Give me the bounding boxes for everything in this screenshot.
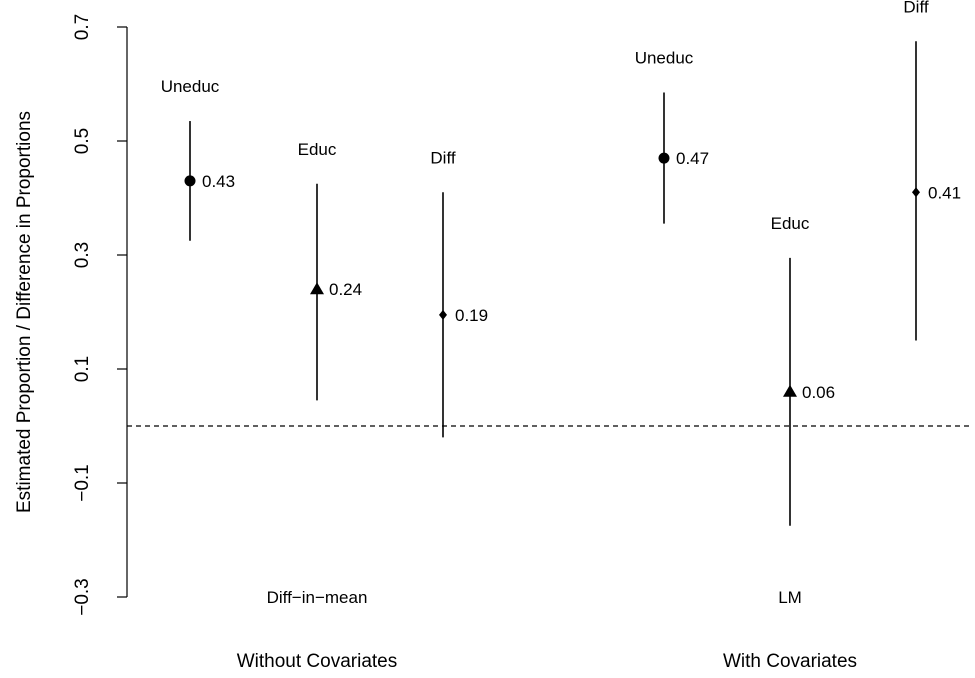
- estimate-educ: Educ 0.24: [298, 140, 362, 401]
- estimate-diff: Diff 0.41: [903, 0, 961, 341]
- plot-area: Uneduc 0.43 Educ 0.24 Diff 0.19 Uneduc 0.47 Educ…: [161, 0, 961, 526]
- y-tick-label: 0.1: [72, 356, 93, 382]
- point-value-label: 0.47: [676, 149, 709, 168]
- point-name-label: Uneduc: [161, 77, 220, 96]
- point-name-label: Diff: [430, 148, 455, 167]
- estimate-educ: Educ 0.06: [771, 214, 835, 526]
- diamond-marker: [439, 309, 447, 320]
- estimate-uneduc: Uneduc 0.43: [161, 77, 235, 241]
- point-value-label: 0.41: [928, 183, 961, 202]
- y-tick-label: 0.5: [72, 128, 93, 154]
- circle-marker: [658, 152, 670, 164]
- group-label: Without Covariates: [237, 651, 398, 672]
- point-value-label: 0.43: [202, 172, 235, 191]
- point-value-label: 0.06: [802, 383, 835, 402]
- triangle-marker: [310, 282, 324, 295]
- estimate-uneduc: Uneduc 0.47: [635, 49, 709, 224]
- y-axis: −0.3 −0.1 0.1 0.3 0.5 0.7: [72, 14, 128, 616]
- diamond-marker: [912, 187, 920, 198]
- point-name-label: Educ: [771, 214, 810, 233]
- point-value-label: 0.24: [329, 280, 362, 299]
- y-tick-label: −0.3: [72, 578, 93, 616]
- point-name-label: Diff: [903, 0, 928, 16]
- method-label: LM: [778, 588, 802, 607]
- y-tick-label: −0.1: [72, 464, 93, 502]
- point-name-label: Uneduc: [635, 49, 694, 68]
- y-ticks: −0.3 −0.1 0.1 0.3 0.5 0.7: [72, 14, 127, 616]
- y-tick-label: 0.3: [72, 242, 93, 268]
- estimate-diff: Diff 0.19: [430, 148, 488, 438]
- y-tick-label: 0.7: [72, 14, 93, 40]
- triangle-marker: [783, 384, 797, 397]
- point-value-label: 0.19: [455, 306, 488, 325]
- point-name-label: Educ: [298, 140, 337, 159]
- group-labels: Diff−in−mean Without Covariates LM With Cov…: [237, 588, 857, 672]
- group-label: With Covariates: [723, 651, 857, 672]
- method-label: Diff−in−mean: [267, 588, 368, 607]
- y-axis-label: Estimated Proportion / Difference in Pro…: [14, 111, 35, 513]
- circle-marker: [184, 175, 196, 187]
